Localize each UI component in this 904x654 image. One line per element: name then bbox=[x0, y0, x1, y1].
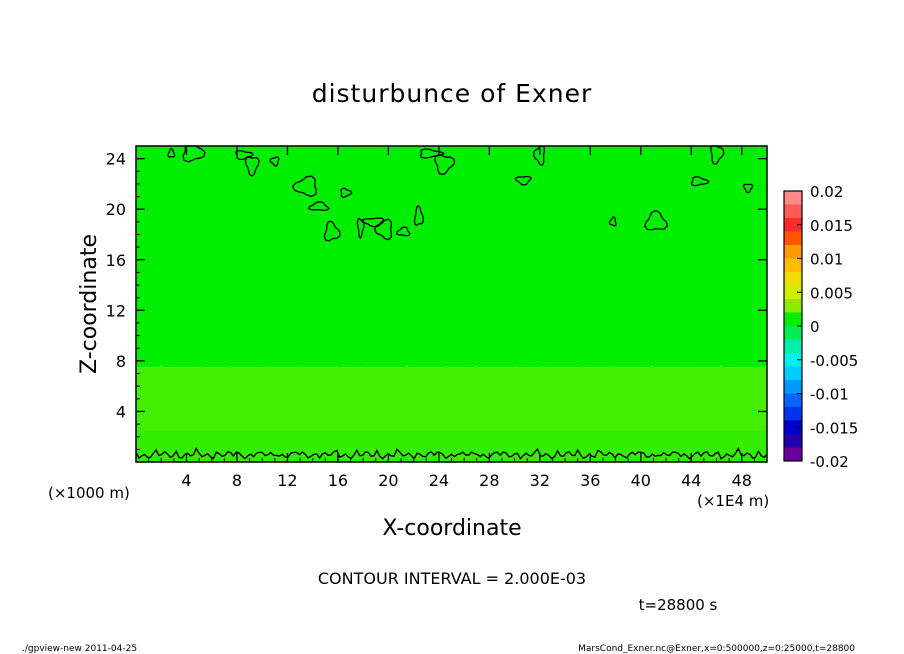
colorbar-tick-label: 0.01 bbox=[810, 251, 843, 269]
colorbar-level bbox=[784, 353, 802, 367]
x-tick-label: 24 bbox=[429, 471, 449, 490]
contour-blob bbox=[307, 201, 330, 211]
colorbar-level bbox=[784, 326, 802, 340]
x-tick-label: 28 bbox=[479, 471, 499, 490]
contour-blob bbox=[514, 175, 533, 186]
x-tick-label: 40 bbox=[631, 471, 651, 490]
colorbar-tick-label: 0.02 bbox=[810, 183, 843, 201]
colorbar-level bbox=[784, 420, 802, 434]
contour-blob bbox=[360, 217, 385, 228]
colorbar-level bbox=[784, 366, 802, 380]
colorbar-level bbox=[784, 272, 802, 286]
y-tick-label: 4 bbox=[116, 402, 126, 421]
contour-blob bbox=[643, 209, 669, 231]
contour-lines bbox=[135, 145, 768, 460]
colorbar-level bbox=[784, 231, 802, 245]
colorbar-tick-label: 0.015 bbox=[810, 217, 853, 235]
field-band-0 bbox=[136, 430, 767, 462]
y-tick-label: 20 bbox=[106, 200, 126, 219]
shaded-field bbox=[136, 146, 767, 462]
colorbar-level bbox=[784, 204, 802, 218]
x-tick-label: 32 bbox=[530, 471, 550, 490]
footer-left: ./gpview-new 2011-04-25 bbox=[22, 644, 137, 654]
contour-blob bbox=[710, 145, 725, 165]
colorbar-level bbox=[784, 434, 802, 448]
x-tick-label: 16 bbox=[328, 471, 348, 490]
colorbar-level bbox=[784, 258, 802, 272]
y-tick-label: 12 bbox=[106, 301, 126, 320]
field-band-2 bbox=[136, 146, 767, 368]
colorbar-level bbox=[784, 191, 802, 205]
contour-blob bbox=[742, 183, 754, 194]
contour-blob bbox=[413, 204, 424, 226]
colorbar-level bbox=[784, 407, 802, 421]
colorbar-level bbox=[784, 245, 802, 259]
contour-blob bbox=[269, 156, 280, 167]
x-axis-label: X-coordinate bbox=[382, 516, 521, 541]
contour-blob bbox=[395, 226, 411, 237]
x-tick-label: 36 bbox=[580, 471, 600, 490]
colorbar-level bbox=[784, 285, 802, 299]
contour-blob bbox=[340, 187, 353, 199]
time-label: t=28800 s bbox=[639, 596, 718, 614]
contour-blob bbox=[608, 216, 617, 227]
contour-blob bbox=[167, 147, 176, 158]
contour-line-bottom bbox=[135, 447, 768, 460]
colorbar-level bbox=[784, 339, 802, 353]
contour-blob bbox=[244, 156, 260, 178]
colorbar-tick-label: -0.01 bbox=[810, 386, 849, 404]
y-tick-label: 8 bbox=[116, 352, 126, 371]
x-tick-label: 44 bbox=[681, 471, 701, 490]
colorbar-level bbox=[784, 312, 802, 326]
colorbar-level bbox=[784, 447, 802, 461]
chart-title: disturbunce of Exner bbox=[312, 79, 593, 108]
colorbar-tick-label: 0 bbox=[810, 318, 820, 336]
y-axis: 4 8 12 16 20 24 bbox=[106, 150, 767, 450]
colorbar-level bbox=[784, 218, 802, 232]
colorbar-level bbox=[784, 393, 802, 407]
y-unit-label: (×1000 m) bbox=[48, 484, 130, 502]
contour-blob bbox=[291, 175, 317, 198]
footer-right: MarsCond_Exner.nc@Exner,x=0:500000,z=0:2… bbox=[578, 644, 855, 654]
contour-blob bbox=[373, 218, 392, 241]
contour-blob bbox=[434, 154, 456, 176]
x-tick-label: 12 bbox=[277, 471, 297, 490]
x-unit-label: (×1E4 m) bbox=[697, 492, 769, 510]
x-tick-label: 8 bbox=[232, 471, 242, 490]
colorbar-tick-label: -0.015 bbox=[810, 419, 858, 437]
contour-blob bbox=[690, 176, 710, 187]
x-tick-label: 48 bbox=[732, 471, 752, 490]
contour-blob bbox=[323, 220, 341, 242]
x-tick-label: 20 bbox=[378, 471, 398, 490]
colorbar-level bbox=[784, 299, 802, 313]
colorbar-level bbox=[784, 380, 802, 394]
y-tick-label: 16 bbox=[106, 251, 126, 270]
x-axis: 4 8 12 16 20 24 28 32 36 40 44 48 bbox=[148, 146, 755, 490]
colorbar: 0.02 0.015 0.01 0.005 0 -0.005 -0.01 -0.015 -0.0… bbox=[783, 183, 858, 471]
contour-interval: CONTOUR INTERVAL = 2.000E-03 bbox=[318, 569, 586, 588]
colorbar-tick-label: -0.005 bbox=[810, 352, 858, 370]
field-band-edge bbox=[136, 364, 767, 431]
contour-blob bbox=[419, 148, 446, 159]
y-tick-label: 24 bbox=[106, 150, 126, 169]
colorbar-tick-label: -0.02 bbox=[810, 453, 849, 471]
y-axis-label: Z-coordinate bbox=[77, 234, 102, 374]
x-tick-label: 4 bbox=[181, 471, 191, 490]
colorbar-tick-label: 0.005 bbox=[810, 284, 853, 302]
